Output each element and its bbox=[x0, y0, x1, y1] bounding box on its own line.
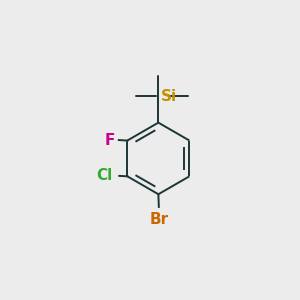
Text: Si: Si bbox=[161, 88, 177, 104]
Text: Br: Br bbox=[149, 212, 168, 226]
Text: Cl: Cl bbox=[96, 168, 112, 183]
Text: F: F bbox=[104, 133, 115, 148]
